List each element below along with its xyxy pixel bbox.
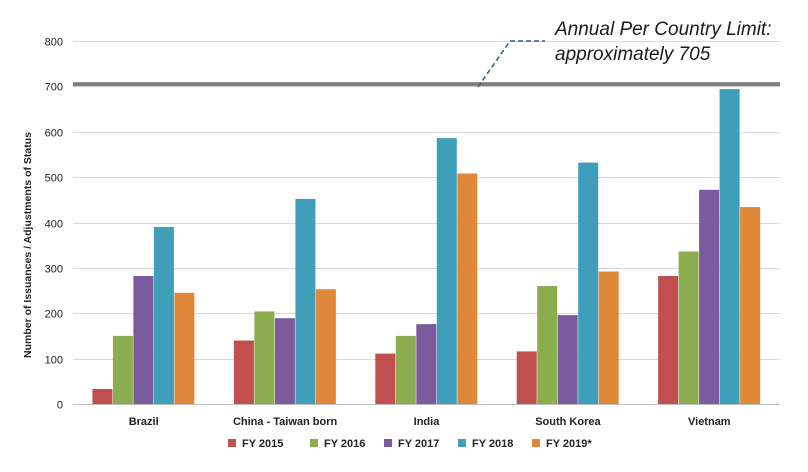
bar [740, 207, 761, 404]
bar [395, 335, 416, 404]
bar [699, 189, 720, 404]
bar [375, 353, 396, 404]
annotation-line-2: approximately 705 [555, 44, 711, 65]
y-tick-label: 300 [45, 264, 63, 276]
annotation: Annual Per Country Limit: approximately … [477, 19, 772, 88]
bars [92, 89, 761, 404]
bar [153, 227, 174, 404]
y-tick-label: 400 [45, 219, 63, 231]
x-axis-categories: Brazil China - Taiwan born India South Kore… [129, 416, 731, 428]
y-tick-label: 0 [57, 400, 63, 412]
legend-label: FY 2018 [472, 438, 513, 450]
bar [254, 311, 275, 404]
x-category-label: India [414, 416, 441, 428]
bar [274, 318, 295, 404]
bar [598, 271, 619, 404]
bar [678, 251, 699, 404]
bar [457, 173, 478, 404]
bar [112, 335, 133, 404]
bar [537, 286, 558, 404]
y-axis-ticks: 0 100 200 300 400 500 600 700 800 [45, 37, 63, 412]
legend-label: FY 2017 [398, 438, 439, 450]
legend-swatch [532, 439, 540, 447]
y-tick-label: 600 [45, 128, 63, 140]
legend-swatch [310, 439, 318, 447]
legend-swatch [458, 439, 466, 447]
annotation-line-1: Annual Per Country Limit: [554, 19, 772, 40]
legend-label: FY 2019* [546, 438, 592, 450]
bar [133, 276, 154, 404]
x-category-label: Vietnam [688, 416, 731, 428]
y-axis-label: Number of Issuances / Adjustments of Sta… [22, 132, 34, 358]
x-category-label: Brazil [129, 416, 159, 428]
annotation-leader [477, 40, 511, 88]
legend-label: FY 2016 [324, 438, 365, 450]
legend: FY 2015 FY 2016 FY 2017 FY 2018 FY 2019* [228, 438, 592, 450]
bar [295, 198, 316, 404]
legend-label: FY 2015 [242, 438, 283, 450]
legend-swatch [384, 439, 392, 447]
y-tick-label: 800 [45, 37, 63, 49]
bar [557, 315, 578, 404]
y-tick-label: 200 [45, 309, 63, 321]
bar [658, 276, 679, 404]
x-category-label: South Korea [535, 416, 601, 428]
bar [174, 292, 195, 404]
x-category-label: China - Taiwan born [233, 416, 338, 428]
y-tick-label: 100 [45, 355, 63, 367]
legend-swatch [228, 439, 236, 447]
bar [719, 89, 740, 404]
bar [416, 324, 437, 404]
bar [516, 351, 537, 404]
bar [578, 162, 599, 404]
y-tick-label: 700 [45, 82, 63, 94]
bar [315, 289, 336, 404]
y-tick-label: 500 [45, 173, 63, 185]
bar [92, 389, 113, 404]
bar [233, 340, 254, 404]
bar [436, 138, 457, 404]
